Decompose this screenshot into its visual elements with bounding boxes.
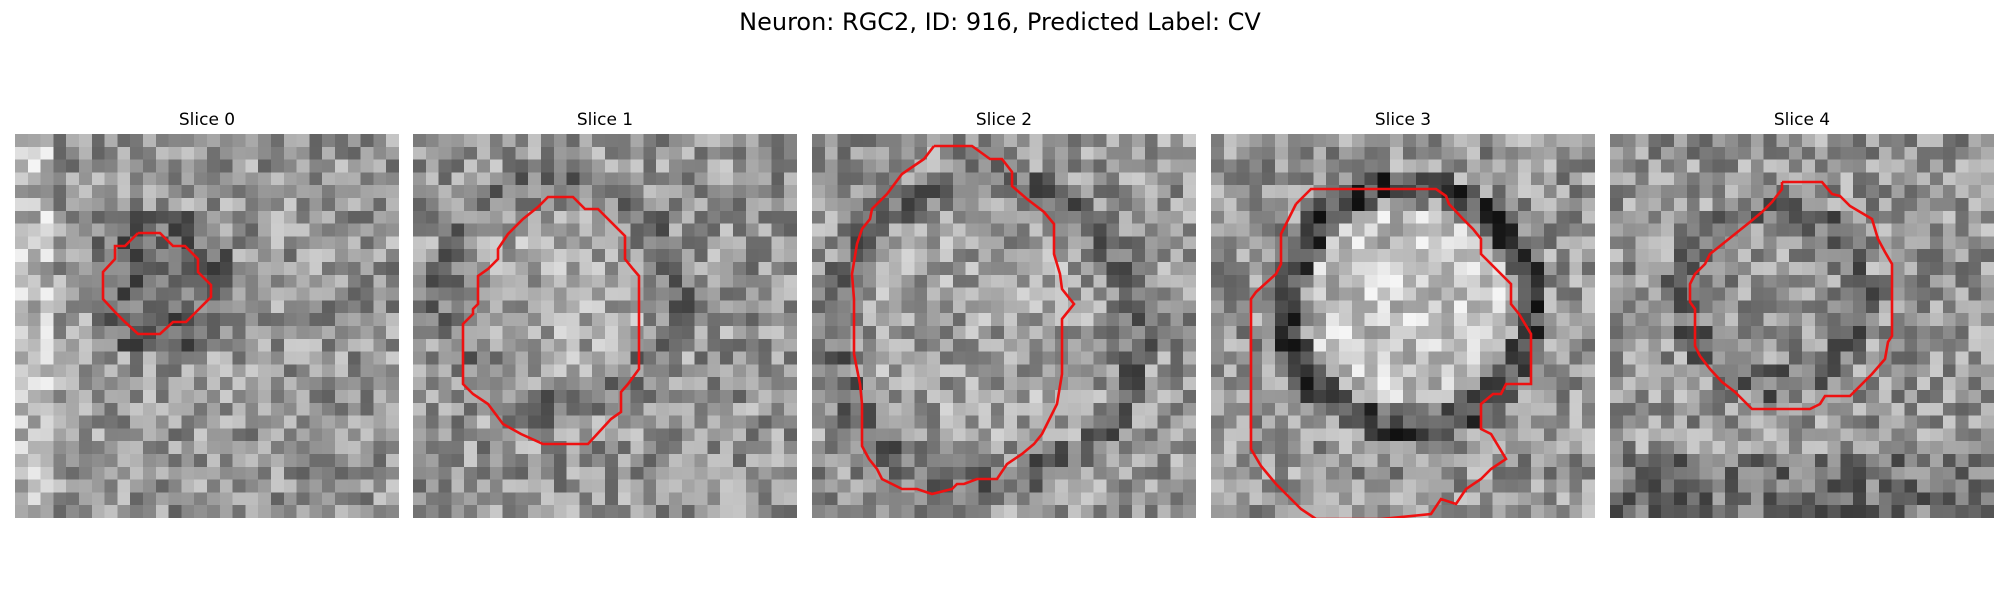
- contour-overlay-1: [461, 195, 641, 446]
- slice-title-2: Slice 2: [975, 110, 1033, 130]
- contour-overlay-0: [101, 231, 213, 336]
- slice-image-4: [1610, 134, 1994, 518]
- contour-overlay-4: [1688, 180, 1894, 411]
- slice-title-3: Slice 3: [1374, 110, 1432, 130]
- grayscale-slice-4: [1610, 134, 1994, 518]
- segmentation-contour-0: [101, 231, 213, 336]
- grayscale-slice-0: [15, 134, 399, 518]
- grayscale-slice-3: [1211, 134, 1595, 518]
- grayscale-slice-1: [413, 134, 797, 518]
- slice-title-4: Slice 4: [1773, 110, 1831, 130]
- segmentation-contour-1: [461, 195, 641, 446]
- slice-panel-1: Slice 1: [413, 104, 797, 518]
- slice-image-2: [812, 134, 1196, 518]
- slice-panel-3: Slice 3: [1211, 104, 1595, 518]
- slice-title-1: Slice 1: [576, 110, 634, 130]
- grayscale-slice-2: [812, 134, 1196, 518]
- slice-panel-4: Slice 4: [1610, 104, 1994, 518]
- figure-title: Neuron: RGC2, ID: 916, Predicted Label: …: [739, 8, 1261, 36]
- segmentation-contour-3: [1249, 187, 1533, 518]
- contour-overlay-3: [1249, 187, 1533, 518]
- slice-panel-0: Slice 0: [15, 104, 399, 518]
- contour-overlay-2: [850, 144, 1076, 496]
- segmentation-contour-2: [850, 144, 1076, 496]
- slice-image-3: [1211, 134, 1595, 518]
- segmentation-contour-4: [1688, 180, 1894, 411]
- slice-panel-2: Slice 2: [812, 104, 1196, 518]
- slice-image-1: [413, 134, 797, 518]
- slice-image-0: [15, 134, 399, 518]
- slice-title-0: Slice 0: [178, 110, 236, 130]
